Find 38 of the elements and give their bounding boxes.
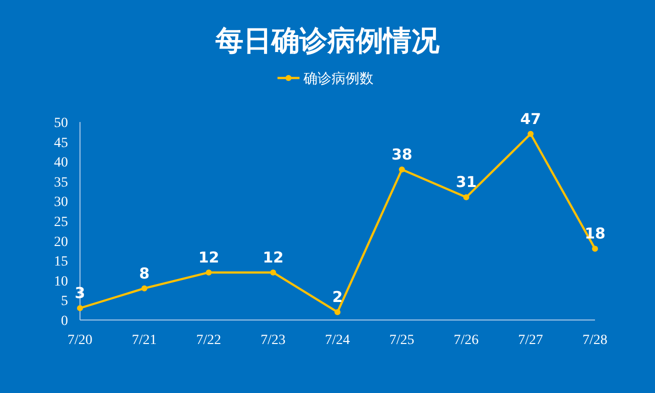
y-tick-label: 40 bbox=[54, 156, 68, 171]
y-tick-label: 30 bbox=[54, 195, 68, 210]
y-tick-label: 45 bbox=[54, 136, 68, 151]
point bbox=[528, 130, 534, 137]
data-label: 12 bbox=[262, 248, 284, 266]
y-tick-label: 5 bbox=[61, 294, 68, 310]
point bbox=[270, 269, 276, 276]
data-label: 8 bbox=[139, 264, 150, 282]
y-tick-label: 50 bbox=[54, 116, 68, 131]
x-tick-label: 7/21 bbox=[132, 333, 157, 348]
y-tick-label: 15 bbox=[54, 254, 68, 270]
x-tick-label: 7/23 bbox=[260, 333, 286, 348]
x-tick-label: 7/20 bbox=[68, 333, 92, 348]
legend-label: 确诊病例数 bbox=[302, 71, 374, 87]
x-tick-label: 7/22 bbox=[196, 333, 222, 348]
data-label: 47 bbox=[520, 110, 542, 128]
point bbox=[334, 309, 340, 316]
x-tick-label: 7/24 bbox=[325, 333, 350, 348]
y-tick-label: 10 bbox=[54, 274, 68, 290]
point bbox=[141, 285, 148, 292]
y-tick-label: 20 bbox=[54, 234, 68, 250]
chart-title: 每日确诊病例情况 bbox=[214, 24, 440, 57]
data-label: 38 bbox=[391, 146, 412, 164]
data-label: 31 bbox=[456, 173, 477, 192]
y-tick-label: 0 bbox=[61, 314, 68, 329]
y-tick-label: 25 bbox=[54, 215, 68, 230]
data-label: 2 bbox=[332, 288, 343, 306]
x-tick-label: 7/26 bbox=[454, 333, 479, 348]
point bbox=[206, 269, 212, 276]
data-label: 12 bbox=[198, 248, 220, 266]
x-tick-label: 7/27 bbox=[518, 333, 544, 348]
x-tick-label: 7/25 bbox=[389, 333, 414, 348]
point bbox=[592, 246, 598, 252]
point bbox=[463, 194, 470, 200]
point bbox=[398, 166, 405, 173]
x-tick-label: 7/28 bbox=[582, 333, 608, 348]
point bbox=[77, 305, 83, 312]
y-tick-label: 35 bbox=[54, 175, 68, 190]
